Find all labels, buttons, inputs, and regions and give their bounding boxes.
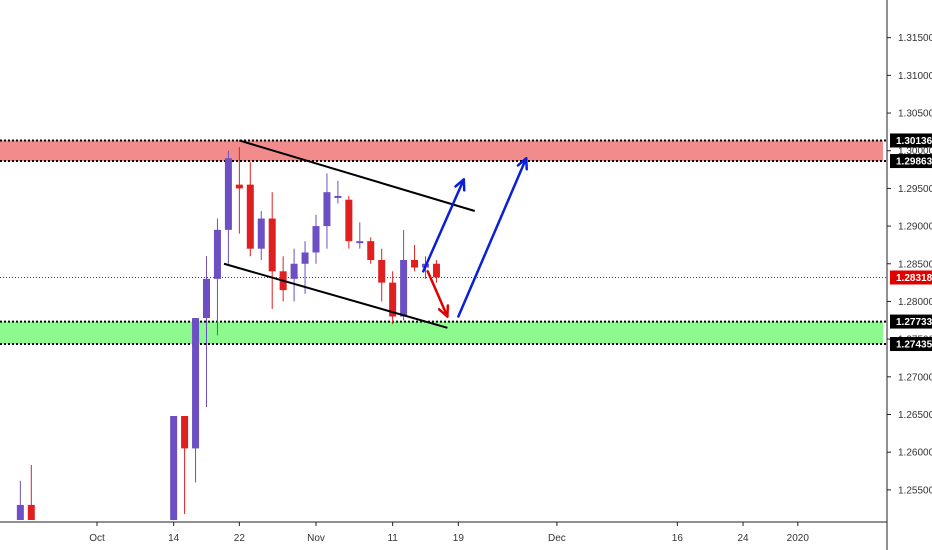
zone-0 <box>0 140 883 162</box>
price-tick-label-6: 1.28500 <box>898 259 932 270</box>
price-badge-label-4: 1.27435 <box>896 340 932 351</box>
time-tick-label-8: 24 <box>737 533 749 544</box>
price-tick-label-3: 1.27000 <box>898 372 932 383</box>
price-tick-label-9: 1.30000 <box>898 146 932 157</box>
price-badge-0 <box>890 133 932 148</box>
time-tick-label-4: 11 <box>387 533 398 544</box>
candle-body-0[interactable] <box>16 504 24 520</box>
candle-body-9[interactable] <box>246 184 254 249</box>
candlesticks[interactable] <box>16 146 440 520</box>
price-badge-label-1: 1.29863 <box>896 157 932 168</box>
candle-body-23[interactable] <box>400 260 408 317</box>
arrow-shaft-0[interactable] <box>426 270 449 318</box>
zone-1 <box>0 321 883 345</box>
price-tick-label-7: 1.29000 <box>898 222 932 233</box>
time-tick-label-9: 2020 <box>787 533 810 544</box>
price-tick-label-12: 1.31500 <box>898 33 932 44</box>
price-tick-label-0: 1.25500 <box>898 485 932 496</box>
candle-body-4[interactable] <box>192 318 200 449</box>
candle-body-13[interactable] <box>290 263 298 279</box>
price-badge-label-0: 1.30136 <box>896 136 932 147</box>
price-badge-label-2: 1.28318 <box>896 273 932 284</box>
candle-body-3[interactable] <box>181 416 189 449</box>
time-tick-label-6: Dec <box>548 533 566 544</box>
price-tick-label-1: 1.26000 <box>898 448 932 459</box>
candle-body-1[interactable] <box>27 504 35 520</box>
candle-body-11[interactable] <box>268 218 276 272</box>
candle-body-17[interactable] <box>334 195 342 198</box>
candle-body-21[interactable] <box>378 260 386 283</box>
candle-body-20[interactable] <box>367 241 375 260</box>
candle-body-19[interactable] <box>356 241 364 244</box>
arrow-head-2 <box>516 157 528 171</box>
time-tick-label-5: 19 <box>453 533 465 544</box>
candle-body-8[interactable] <box>235 184 243 189</box>
drawings[interactable] <box>223 139 528 329</box>
time-axis[interactable]: Oct 14 22 Nov 11 19 Dec 16 24 2020 <box>0 521 887 544</box>
time-tick-label-7: 16 <box>672 533 684 544</box>
candle-body-18[interactable] <box>345 199 353 242</box>
price-tick-label-11: 1.31000 <box>898 71 932 82</box>
price-badge-3 <box>890 314 932 329</box>
candle-body-14[interactable] <box>301 252 309 264</box>
price-tick-label-10: 1.30500 <box>898 109 932 120</box>
candle-body-22[interactable] <box>389 282 397 317</box>
arrow-shaft-2[interactable] <box>457 157 528 318</box>
zones <box>0 139 887 346</box>
price-tick-label-2: 1.26500 <box>898 410 932 421</box>
price-labels: 1.30136 1.29863 1.28318 1.27733 1.27435 <box>890 133 932 352</box>
price-badge-label-3: 1.27733 <box>896 317 932 328</box>
candle-body-10[interactable] <box>257 218 265 249</box>
candle-body-16[interactable] <box>323 192 331 227</box>
candle-body-6[interactable] <box>213 229 221 279</box>
price-badge-4 <box>890 337 932 352</box>
time-tick-label-3: Nov <box>307 533 325 544</box>
price-badge-1 <box>890 154 932 169</box>
price-tick-label-5: 1.28000 <box>898 297 932 308</box>
time-tick-label-2: 22 <box>234 533 246 544</box>
trendline-1[interactable] <box>223 262 448 329</box>
candle-body-15[interactable] <box>312 226 320 253</box>
candle-body-5[interactable] <box>203 278 210 319</box>
price-axis[interactable]: 1.255001.260001.265001.270001.275001.280… <box>886 0 932 550</box>
candle-body-2[interactable] <box>170 416 178 520</box>
candle-body-7[interactable] <box>224 158 232 230</box>
candle-body-26[interactable] <box>432 263 440 278</box>
arrow-head-1 <box>454 178 466 192</box>
arrow-head-0 <box>437 304 450 318</box>
candle-body-24[interactable] <box>411 260 419 268</box>
trendline-0[interactable] <box>239 139 476 212</box>
arrow-shaft-1[interactable] <box>422 178 466 273</box>
time-tick-label-0: Oct <box>89 533 105 544</box>
price-tick-label-8: 1.29500 <box>898 184 932 195</box>
price-badge-2 <box>890 270 932 285</box>
time-tick-label-1: 14 <box>168 533 180 544</box>
